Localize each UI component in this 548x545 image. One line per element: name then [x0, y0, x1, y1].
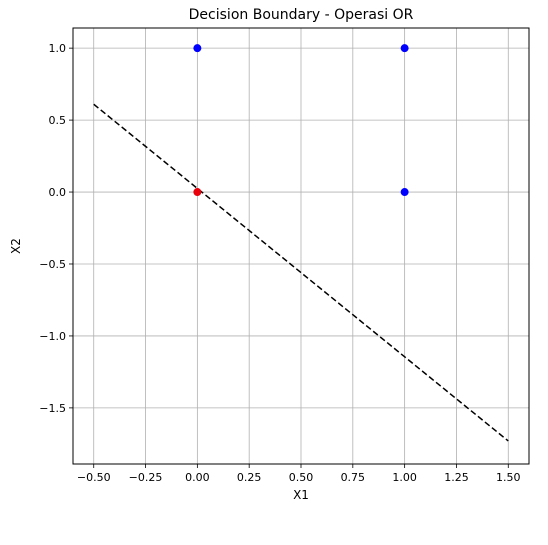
- x-ticks: −0.50 −0.25 0.00 0.25 0.50 0.75 1.00 1.25 1.50: [77, 464, 521, 484]
- x-tick-label: 1.25: [444, 471, 469, 484]
- grid-lines: [73, 28, 529, 464]
- data-point: [400, 188, 409, 197]
- x-tick-label: 1.00: [392, 471, 417, 484]
- x-tick-label: 0.00: [185, 471, 210, 484]
- y-tick-label: 0.0: [49, 186, 67, 199]
- data-point: [400, 44, 409, 53]
- y-ticks: 1.0 0.5 0.0 −0.5 −1.0 −1.5: [39, 42, 73, 415]
- x-tick-label: 0.25: [237, 471, 262, 484]
- data-point: [193, 188, 202, 197]
- y-tick-label: −1.0: [39, 330, 66, 343]
- x-axis-label: X1: [293, 488, 309, 502]
- x-tick-label: 0.50: [289, 471, 314, 484]
- decision-boundary-layer: [93, 103, 509, 442]
- x-tick-label: 1.50: [496, 471, 521, 484]
- chart-title: Decision Boundary - Operasi OR: [189, 7, 414, 23]
- y-tick-label: 1.0: [49, 42, 67, 55]
- data-points-layer: [193, 44, 409, 197]
- y-axis-label: X2: [9, 238, 23, 254]
- data-point: [193, 44, 202, 53]
- x-tick-label: 0.75: [341, 471, 366, 484]
- x-tick-label: −0.25: [129, 471, 163, 484]
- y-tick-label: 0.5: [49, 114, 67, 127]
- y-tick-label: −0.5: [39, 258, 66, 271]
- x-tick-label: −0.50: [77, 471, 111, 484]
- decision-boundary-line: [93, 103, 509, 442]
- y-tick-label: −1.5: [39, 402, 66, 415]
